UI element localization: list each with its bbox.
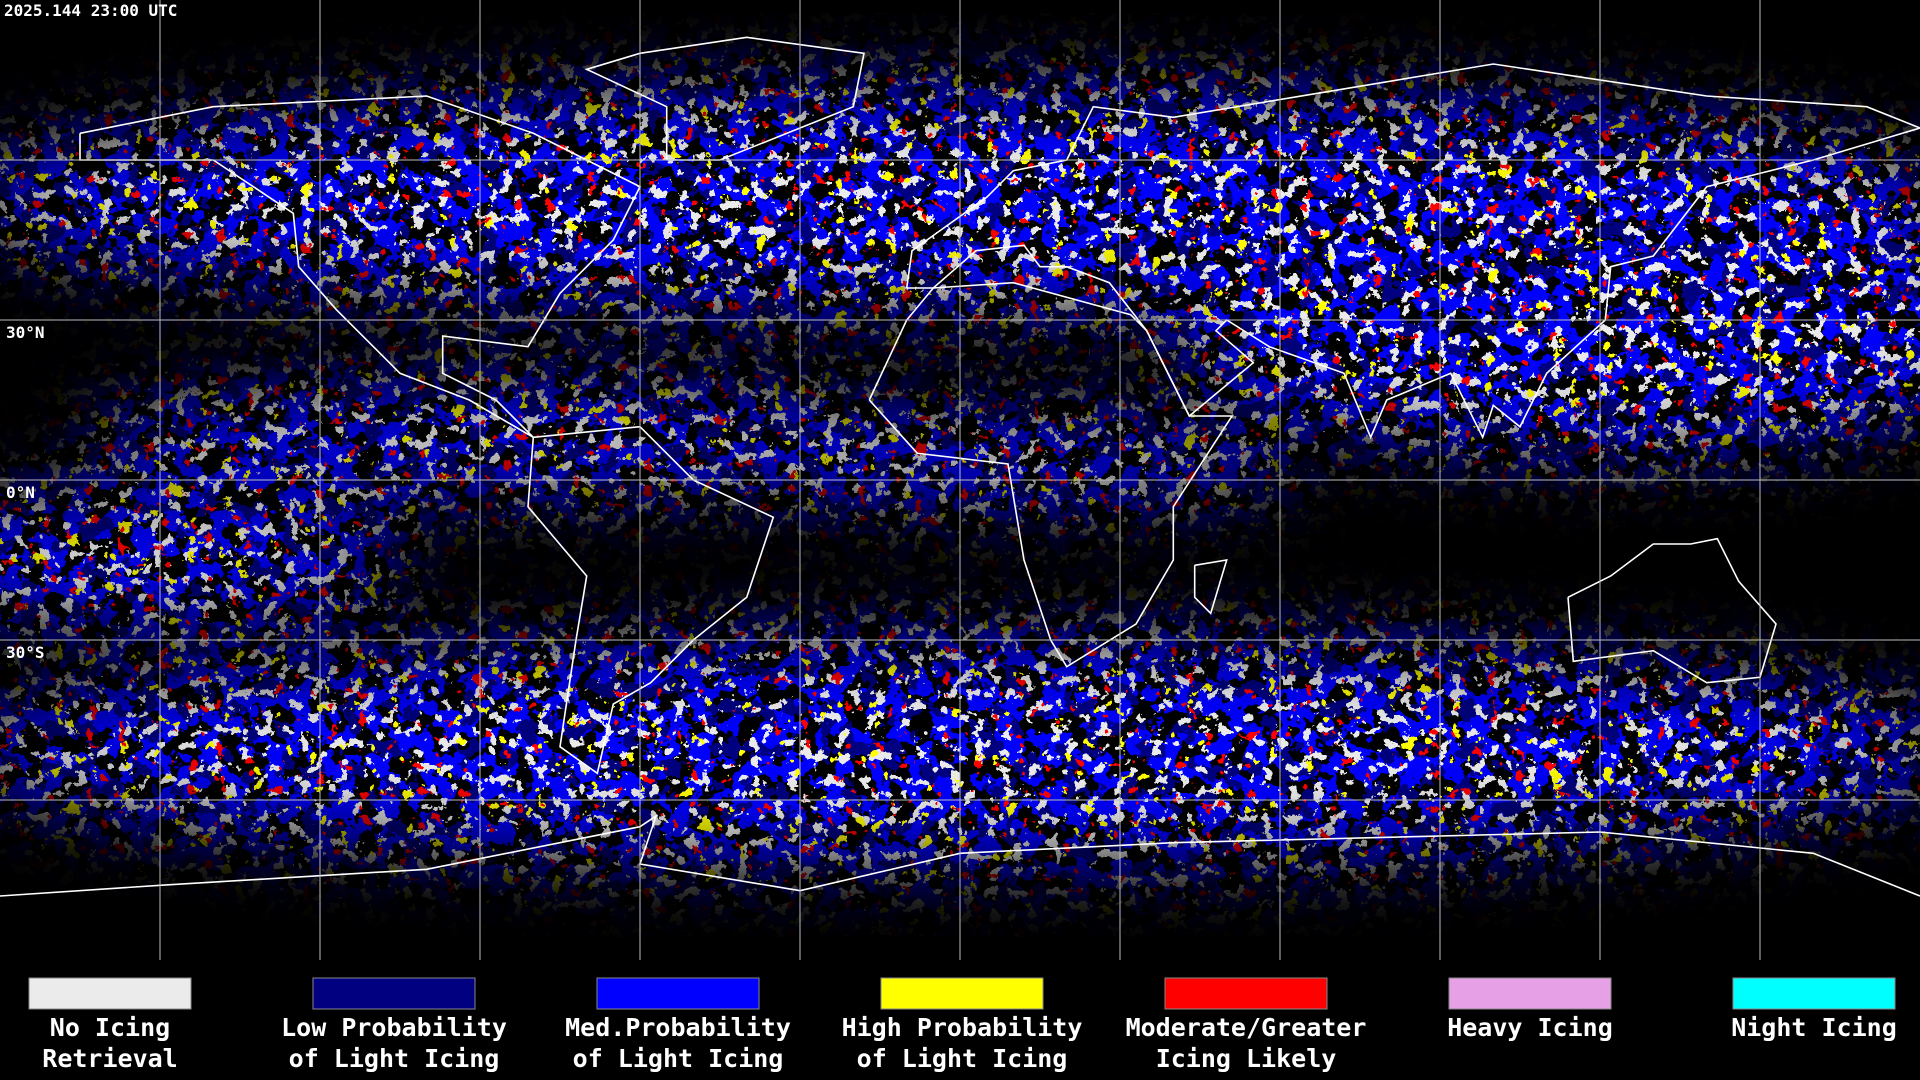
legend-swatch xyxy=(596,977,760,1010)
legend-label: Med.Probability xyxy=(565,1013,791,1042)
legend-label: Night Icing xyxy=(1731,1013,1897,1042)
legend-label: Moderate/Greater xyxy=(1126,1013,1367,1042)
coastline-africa xyxy=(868,281,1234,668)
timestamp: 2025.144 23:00 UTC xyxy=(4,1,177,20)
coastline-south-america xyxy=(527,425,775,775)
legend-swatch xyxy=(1448,977,1612,1010)
legend-swatch xyxy=(28,977,192,1010)
legend-label: Heavy Icing xyxy=(1447,1013,1613,1042)
coastline-australia xyxy=(1567,537,1777,684)
coastline-north-america xyxy=(79,95,642,438)
latitude-label: 30°N xyxy=(6,323,45,342)
legend-label: Icing Likely xyxy=(1156,1044,1337,1073)
legend-label: of Light Icing xyxy=(857,1044,1068,1073)
coastline-madagascar xyxy=(1193,559,1228,615)
legend-label: High Probability xyxy=(842,1013,1083,1042)
legend-swatch xyxy=(880,977,1044,1010)
legend-label: Low Probability xyxy=(281,1013,507,1042)
legend-swatch xyxy=(312,977,476,1010)
legend-label: of Light Icing xyxy=(289,1044,500,1073)
graticule xyxy=(0,0,1920,960)
latitude-label: 30°S xyxy=(6,643,45,662)
legend-label: of Light Icing xyxy=(573,1044,784,1073)
legend-label: No Icing xyxy=(50,1013,170,1042)
legend-label: Retrieval xyxy=(42,1044,177,1073)
legend-swatch xyxy=(1164,977,1328,1010)
latitude-label: 0°N xyxy=(6,483,35,502)
legend-swatch xyxy=(1732,977,1896,1010)
